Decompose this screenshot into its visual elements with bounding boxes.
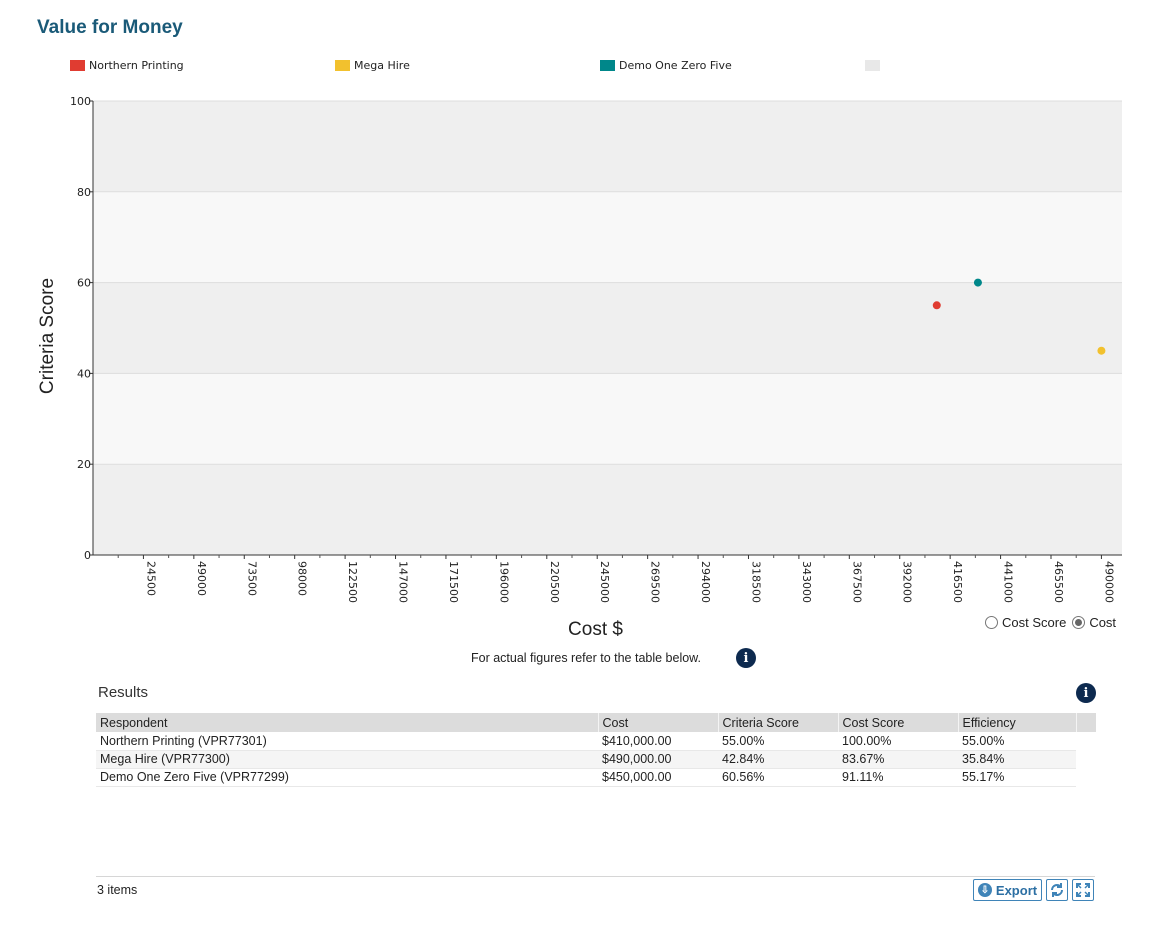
x-tick-label: 441000 [1002, 561, 1015, 603]
data-point [932, 301, 941, 310]
table-row[interactable]: Mega Hire (VPR77300) $490,000.00 42.84% … [96, 750, 1076, 769]
table-header-row: Respondent Cost Criteria Score Cost Scor… [96, 713, 1077, 732]
y-axis-label: Criteria Score [37, 278, 58, 394]
legend-swatch [70, 59, 85, 71]
column-header-cost[interactable]: Cost [598, 713, 719, 732]
x-tick-label: 343000 [800, 561, 813, 603]
legend-swatch [335, 59, 350, 71]
fullscreen-icon [1076, 883, 1090, 897]
cell-criteria-score: 42.84% [718, 750, 838, 769]
legend-label: Demo One Zero Five [619, 58, 732, 72]
cell-respondent: Northern Printing (VPR77301) [96, 732, 598, 751]
x-tick-label: 318500 [749, 561, 762, 603]
cell-criteria-score: 60.56% [718, 768, 838, 787]
x-tick-label: 171500 [447, 561, 460, 603]
x-tick-label: 465500 [1052, 561, 1065, 603]
refresh-icon [1051, 883, 1063, 897]
x-tick-label: 122500 [346, 561, 359, 603]
export-icon: ⇩ [977, 883, 992, 897]
scatter-chart: 0 20 40 60 80 100 24500 49000 73500 98000 122500 14… [37, 95, 1122, 640]
legend-swatch [865, 59, 880, 71]
footer-divider [96, 876, 1095, 877]
legend-label: Northern Printing [89, 58, 184, 72]
results-table: Respondent Cost Criteria Score Cost Scor… [96, 713, 1077, 787]
x-tick-label: 98000 [296, 561, 309, 596]
x-tick-label: 294000 [699, 561, 712, 603]
x-tick-label: 49000 [195, 561, 208, 596]
page-title: Value for Money [37, 17, 183, 38]
column-header-criteria-score[interactable]: Criteria Score [718, 713, 839, 732]
plot-band [93, 101, 1122, 192]
y-tick-label: 20 [77, 458, 91, 471]
legend-item-demo-one-zero-five[interactable]: Demo One Zero Five [600, 58, 732, 72]
table-header-filler [1076, 713, 1096, 732]
legend-label: Mega Hire [354, 58, 410, 72]
legend-item-mega-hire[interactable]: Mega Hire [335, 58, 410, 72]
table-row[interactable]: Northern Printing (VPR77301) $410,000.00… [96, 732, 1076, 751]
cell-respondent: Demo One Zero Five (VPR77299) [96, 768, 598, 787]
cost-score-radio[interactable] [985, 616, 998, 629]
results-title: Results [98, 684, 149, 701]
x-tick-label: 416500 [951, 561, 964, 603]
info-icon[interactable]: i [1076, 683, 1096, 703]
x-tick-label: 147000 [397, 561, 410, 603]
x-tick-label: 490000 [1102, 561, 1115, 603]
x-tick-label: 24500 [144, 561, 157, 596]
x-tick-label: 392000 [901, 561, 914, 603]
cost-radio[interactable] [1072, 616, 1086, 629]
x-tick-label: 220500 [548, 561, 561, 603]
x-tick-label: 269500 [649, 561, 662, 603]
cost-radio-label[interactable]: Cost [1089, 615, 1117, 630]
column-header-efficiency[interactable]: Efficiency [958, 713, 1077, 732]
export-button[interactable]: ⇩ Export [973, 879, 1042, 901]
cell-respondent: Mega Hire (VPR77300) [96, 750, 598, 769]
cell-cost: $490,000.00 [598, 750, 718, 769]
cell-efficiency: 55.00% [958, 732, 1076, 751]
cell-efficiency: 35.84% [958, 750, 1076, 769]
axis-mode-radio-group: Cost Score Cost [985, 615, 1122, 630]
x-tick-label: 196000 [497, 561, 510, 603]
column-header-respondent[interactable]: Respondent [96, 713, 599, 732]
x-tick-label: 73500 [245, 561, 258, 596]
data-point [1097, 346, 1106, 355]
info-icon[interactable]: i [736, 648, 756, 668]
cell-cost-score: 83.67% [838, 750, 958, 769]
y-tick-label: 40 [77, 367, 91, 380]
data-point [973, 278, 982, 287]
plot-band [93, 464, 1122, 555]
y-tick-label: 80 [77, 186, 91, 199]
cell-criteria-score: 55.00% [718, 732, 838, 751]
export-label: Export [995, 882, 1038, 898]
item-count: 3 items [97, 883, 138, 897]
cell-cost-score: 100.00% [838, 732, 958, 751]
y-tick-label: 100 [70, 95, 91, 108]
column-header-cost-score[interactable]: Cost Score [838, 713, 959, 732]
cost-score-radio-label[interactable]: Cost Score [1002, 615, 1067, 630]
plot-band [93, 373, 1122, 465]
cell-cost: $410,000.00 [598, 732, 718, 751]
cell-cost: $450,000.00 [598, 768, 718, 787]
chart-note: For actual figures refer to the table be… [471, 651, 701, 665]
x-tick-label: 367500 [850, 561, 863, 603]
y-tick-label: 60 [77, 277, 91, 290]
legend-item-empty [865, 58, 884, 72]
plot-band [93, 282, 1122, 374]
y-tick-label: 0 [84, 549, 91, 562]
plot-band [93, 191, 1122, 283]
fullscreen-button[interactable] [1072, 879, 1094, 901]
cell-efficiency: 55.17% [958, 768, 1076, 787]
x-tick-label: 245000 [598, 561, 611, 603]
cell-cost-score: 91.11% [838, 768, 958, 787]
refresh-button[interactable] [1046, 879, 1068, 901]
table-row[interactable]: Demo One Zero Five (VPR77299) $450,000.0… [96, 768, 1076, 787]
legend-swatch [600, 59, 615, 71]
x-axis-label: Cost $ [568, 619, 623, 640]
legend-item-northern-printing[interactable]: Northern Printing [70, 58, 184, 72]
